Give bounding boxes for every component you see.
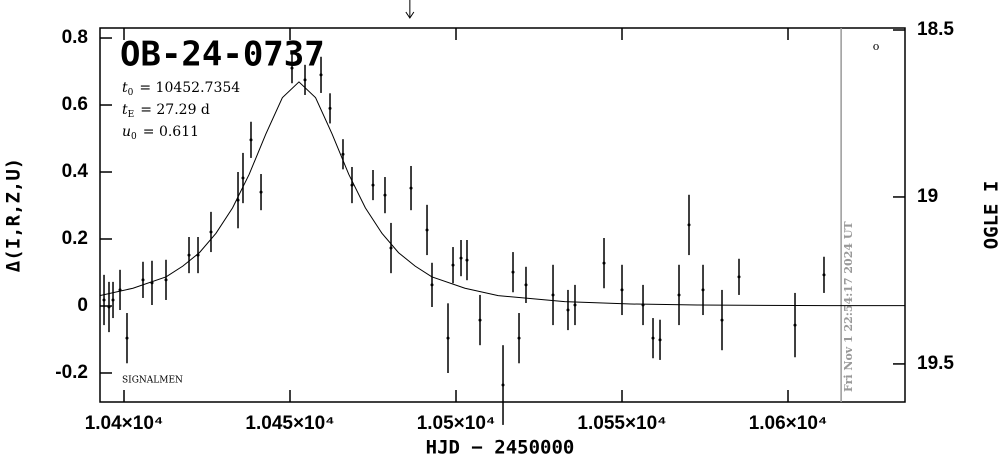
data-point	[409, 186, 413, 190]
data-point	[425, 228, 429, 232]
data-point	[602, 261, 606, 265]
data-point	[651, 336, 655, 340]
data-point	[566, 308, 570, 312]
parameter-subscript: E	[128, 110, 135, 120]
data-point	[150, 281, 154, 285]
parameter-subscript: 0	[131, 132, 137, 142]
y-tick-label: 0.8	[62, 27, 88, 48]
data-point	[303, 78, 307, 82]
parameter: t0 = 10452.7354	[122, 80, 240, 98]
y-tick-label: 0.2	[62, 228, 88, 249]
data-point	[501, 383, 505, 387]
data-point	[290, 66, 294, 70]
data-point	[350, 183, 354, 187]
arrow-head	[405, 11, 415, 19]
data-point	[822, 273, 826, 277]
credit: SIGNALMEN	[122, 376, 183, 386]
data-point	[141, 278, 145, 282]
data-point	[249, 138, 253, 142]
data-point	[187, 253, 191, 257]
data-point	[701, 288, 705, 292]
y-tick-label: 0.6	[62, 94, 88, 115]
parameter: tE = 27.29 d	[122, 102, 210, 120]
data-point	[446, 336, 450, 340]
y2-axis-label: OGLE I	[981, 181, 1003, 250]
data-point	[517, 336, 521, 340]
x-tick-label: 1.05×10⁴	[417, 413, 496, 434]
data-point	[551, 293, 555, 297]
y-tick-label: -0.2	[55, 362, 88, 383]
data-point	[451, 263, 455, 267]
data-point	[107, 305, 111, 309]
parameter-symbol: u	[122, 124, 131, 140]
data-point	[341, 152, 345, 156]
data-point	[241, 176, 245, 180]
data-point	[620, 288, 624, 292]
x-tick-label: 1.055×10⁴	[577, 413, 666, 434]
data-point	[125, 336, 129, 340]
data-point	[383, 193, 387, 197]
data-point	[111, 298, 115, 302]
parameter-value: = 0.611	[143, 124, 199, 140]
parameter-symbol: t	[122, 80, 128, 96]
timestamp: Fri Nov 1 22:54:17 2024 UT	[842, 221, 855, 392]
model-curve	[99, 81, 905, 307]
x-tick-label: 1.04×10⁴	[85, 413, 164, 434]
data-point	[478, 318, 482, 322]
parameter-value: = 10452.7354	[139, 80, 240, 96]
data-point	[430, 283, 434, 287]
parameter-symbol: t	[122, 102, 128, 118]
data-point	[573, 303, 577, 307]
data-point	[164, 278, 168, 282]
data-point	[319, 73, 323, 77]
data-point	[677, 293, 681, 297]
data-point	[658, 338, 662, 342]
y-axis-label: Δ(I,R,Z,U)	[3, 158, 25, 272]
marker-symbol: o	[873, 40, 880, 53]
x-tick-label: 1.045×10⁴	[245, 413, 334, 434]
data-point	[511, 270, 515, 274]
data-point	[641, 303, 645, 307]
y-tick-label: 0.4	[62, 161, 89, 182]
data-point	[459, 256, 463, 260]
chart-title: OB-24-0737	[120, 35, 325, 75]
data-point	[371, 183, 375, 187]
data-point	[328, 106, 332, 110]
x-axis-label: HJD − 2450000	[426, 437, 575, 459]
y-tick-label: 0	[77, 295, 88, 316]
y2-tick-label: 19.5	[917, 353, 954, 374]
data-point	[236, 198, 240, 202]
data-point	[209, 230, 213, 234]
parameter-subscript: 0	[128, 88, 134, 98]
parameter-value: = 27.29 d	[140, 102, 210, 118]
data-point	[259, 190, 263, 194]
data-point	[465, 258, 469, 262]
data-point	[793, 323, 797, 327]
data-point	[118, 288, 122, 292]
data-point	[102, 298, 106, 302]
data-point	[196, 253, 200, 257]
data-point	[737, 275, 741, 279]
data-point	[389, 246, 393, 250]
data-point	[720, 318, 724, 322]
y2-tick-label: 18.5	[917, 19, 954, 40]
x-tick-label: 1.06×10⁴	[749, 413, 828, 434]
data-point	[687, 223, 691, 227]
parameter: u0 = 0.611	[122, 124, 199, 142]
y2-tick-label: 19	[917, 186, 938, 207]
data-point	[524, 283, 528, 287]
